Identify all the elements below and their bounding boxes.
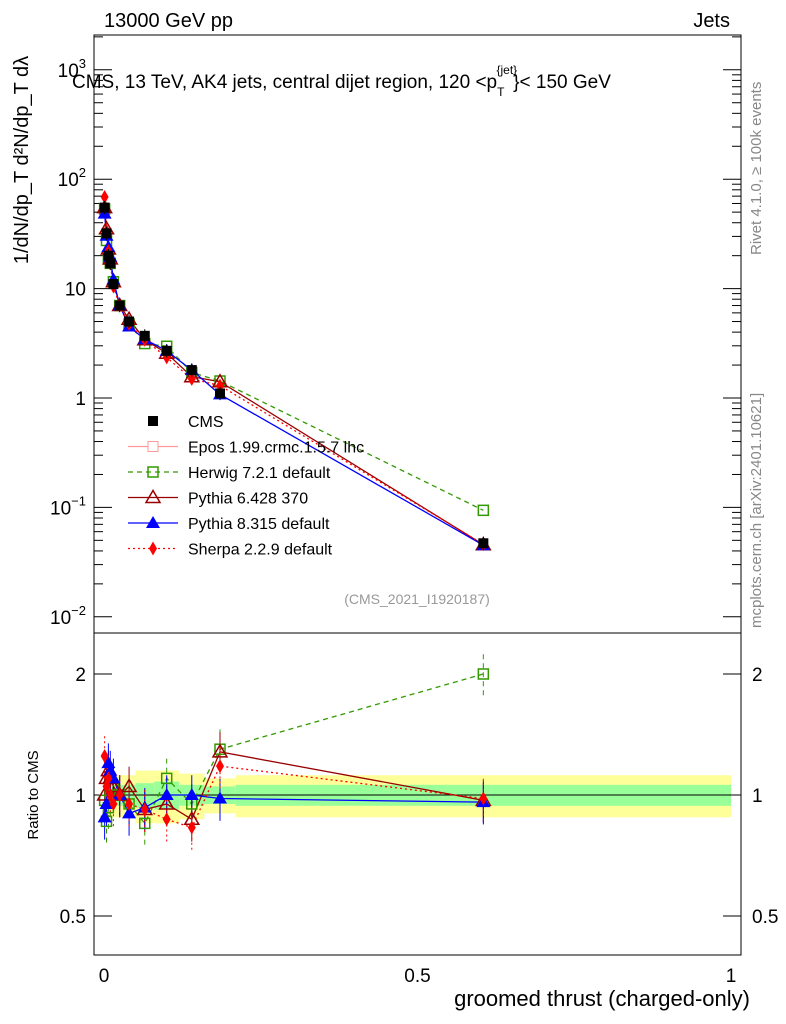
main-ylabel: 1/dN/dp_T d²N/dp_T dλ (11, 56, 33, 264)
x-tick-label: 0 (99, 966, 110, 987)
legend-marker-herwig (147, 466, 159, 478)
legend-marker-cms (148, 416, 158, 426)
y-tick-label: 102 (58, 165, 86, 191)
ratio-y-tick-label-right: 0.5 (752, 907, 778, 928)
ratio-point-py8 (122, 806, 137, 819)
ratio-point-py6 (158, 795, 176, 810)
legend-label: CMS (188, 414, 224, 431)
ratio-point-sherpa (125, 796, 134, 811)
legend-marker-epos (147, 441, 159, 452)
ratio-point-sherpa (104, 771, 113, 786)
ratio-y-tick-label-right: 2 (752, 665, 763, 686)
header-left: 13000 GeV pp (104, 10, 233, 32)
ratio-y-tick-label: 0.5 (60, 907, 86, 928)
ratio-point-sherpa (109, 796, 118, 811)
cms-point (103, 250, 114, 261)
ratio-point-py8 (212, 791, 227, 804)
legend: CMS Epos 1.99.crmc.1.5.7 lhc Herwig 7.2.1 … (128, 414, 364, 559)
cms-point (186, 365, 197, 376)
ratio-y-tick-label-right: 1 (752, 786, 763, 807)
x-tick-label: 1 (726, 966, 737, 987)
legend-label: Epos 1.99.crmc.1.5.7 lhc (188, 440, 364, 457)
mcplots-label: mcplots.cern.ch [arXiv:2401.10621] (748, 393, 765, 628)
main-point-herwig (477, 504, 490, 517)
ratio-frame (93, 632, 742, 956)
cms-point (214, 388, 225, 399)
y-tick-label: 10−2 (50, 603, 86, 629)
x-tick-label: 0.5 (404, 966, 430, 987)
ratio-point-herwig (477, 668, 490, 680)
ratio-point-py8 (101, 756, 116, 769)
ratio-point-py8 (184, 788, 199, 800)
ratio-y-tick-label: 1 (75, 786, 86, 807)
legend-label: Sherpa 2.2.9 default (188, 542, 333, 559)
ratio-y-tick-label: 2 (75, 665, 86, 686)
markers (96, 190, 492, 835)
cms-point (161, 345, 172, 356)
legend-marker-sherpa (149, 541, 157, 556)
cms-point (101, 228, 112, 239)
plot-title: CMS, 13 TeV, AK4 jets, central dijet reg… (72, 63, 611, 99)
cms-point (478, 538, 489, 549)
y-tick-label: 10 (65, 280, 86, 301)
ratio-point-sherpa (140, 802, 149, 817)
ratio-point-sherpa (115, 788, 124, 802)
y-tick-label: 1 (75, 389, 86, 410)
legend-marker-py6 (144, 489, 162, 504)
legend-label: Pythia 6.428 370 (188, 491, 308, 508)
cms-point (105, 258, 116, 269)
header-right: Jets (693, 10, 730, 32)
ratio-point-sherpa (100, 749, 109, 764)
watermark: (CMS_2021_I1920187) (344, 591, 490, 607)
cms-point (139, 330, 150, 341)
rivet-label: Rivet 4.1.0, ≥ 100k events (748, 82, 765, 255)
cms-point (99, 202, 110, 213)
xlabel: groomed thrust (charged-only) (454, 986, 750, 1011)
ratio-point-sherpa (479, 791, 488, 806)
cms-point (124, 316, 135, 327)
cms-point (114, 300, 125, 311)
ratio-point-herwig (160, 772, 173, 785)
ratio-point-py6 (120, 777, 138, 793)
ratio-point-py8 (99, 796, 114, 809)
ratio-point-sherpa (215, 759, 224, 774)
y-tick-label: 10−1 (50, 493, 86, 519)
ratio-point-herwig (139, 817, 151, 830)
legend-label: Pythia 8.315 default (188, 516, 330, 533)
legend-marker-py8 (146, 516, 160, 528)
ratio-point-py8 (159, 788, 174, 800)
ratio-ylabel: Ratio to CMS (25, 750, 42, 839)
main-point-sherpa (100, 190, 109, 205)
ratio-point-sherpa (162, 812, 171, 827)
legend-label: Herwig 7.2.1 default (188, 465, 331, 482)
ratio-point-py8 (97, 810, 112, 823)
ratio-point-sherpa (106, 788, 115, 802)
cms-point (108, 279, 119, 290)
ratio-point-py6 (211, 743, 229, 758)
ratio-point-sherpa (187, 820, 196, 835)
main-point-sherpa (187, 371, 196, 386)
